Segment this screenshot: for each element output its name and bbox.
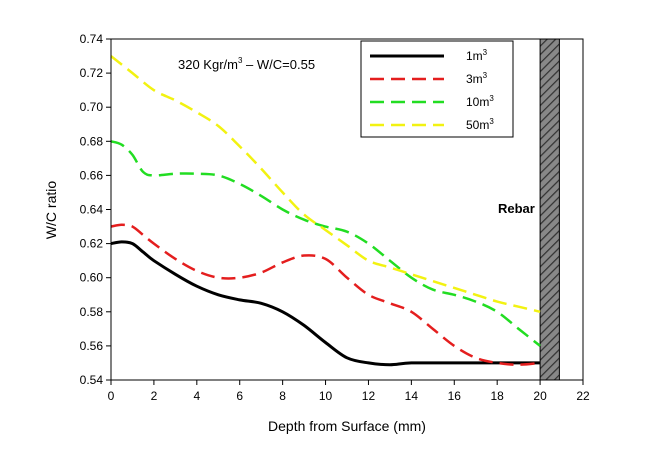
legend-label-text: 10m [466,95,489,109]
x-tick-label: 6 [236,389,243,403]
y-tick-label: 0.64 [80,203,104,217]
x-tick-label: 16 [448,389,462,403]
chart-annotation-text: 320 Kgr/m [178,57,238,72]
chart-annotation-sup: 3 [238,56,243,65]
series-layer [110,55,541,367]
y-tick-label: 0.70 [80,100,104,114]
legend-label-text: 50m [466,118,489,132]
x-tick-label: 14 [405,389,419,403]
y-tick-label: 0.72 [80,66,104,80]
x-tick-label: 10 [319,389,333,403]
series-line-1m [110,240,541,367]
legend-label-sup: 3 [483,48,488,57]
series-line-10m [110,140,541,347]
chart-annotation-suffix: – W/C=0.55 [242,57,315,72]
series-line-3m [110,223,541,366]
legend-label: 10m3 [466,94,494,109]
x-axis-title: Depth from Surface (mm) [268,418,426,434]
y-axis-title: W/C ratio [43,181,59,240]
x-tick-label: 20 [533,389,547,403]
y-axis-ticks: 0.54 0.56 0.58 0.60 0.62 0.64 0.66 0.68 0.70 0.72… [80,32,111,387]
x-tick-label: 22 [576,389,590,403]
y-tick-label: 0.74 [80,32,104,46]
chart-annotation: 320 Kgr/m3 – W/C=0.55 [178,56,315,72]
x-tick-label: 12 [362,389,376,403]
x-axis-ticks: 0 2 4 6 8 10 12 14 16 18 20 22 [108,380,590,403]
x-tick-label: 0 [108,389,115,403]
x-tick-label: 2 [151,389,158,403]
y-tick-label: 0.66 [80,168,104,182]
rebar-label: Rebar [498,201,535,216]
rebar-layer [539,38,560,381]
x-tick-label: 8 [279,389,286,403]
y-tick-label: 0.56 [80,339,104,353]
x-tick-label: 18 [491,389,505,403]
legend-label-text: 1m [466,49,483,63]
y-tick-label: 0.62 [80,237,104,251]
rebar-band [539,38,560,381]
legend-label-text: 3m [466,72,483,86]
legend-label-sup: 3 [489,94,494,103]
y-tick-label: 0.58 [80,305,104,319]
y-tick-label: 0.68 [80,134,104,148]
x-tick-label: 4 [193,389,200,403]
legend-label: 1m3 [466,48,488,63]
y-tick-label: 0.54 [80,373,104,387]
legend-label-sup: 3 [483,71,488,80]
y-tick-label: 0.60 [80,271,104,285]
series-line-50m [110,55,541,314]
legend-label: 3m3 [466,71,488,86]
legend-label: 50m3 [466,117,494,132]
legend-label-sup: 3 [489,117,494,126]
